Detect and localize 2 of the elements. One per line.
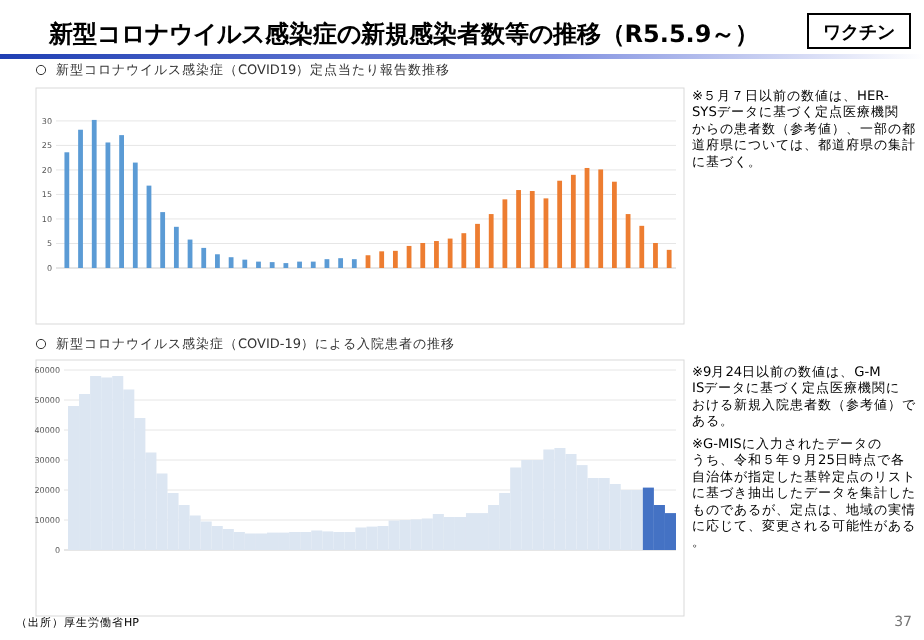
chart-title: 新型コロナウイルス感染症の新規感染者数等の推移（R5.5.9～） xyxy=(46,20,760,48)
text: ワクチン xyxy=(823,24,895,44)
